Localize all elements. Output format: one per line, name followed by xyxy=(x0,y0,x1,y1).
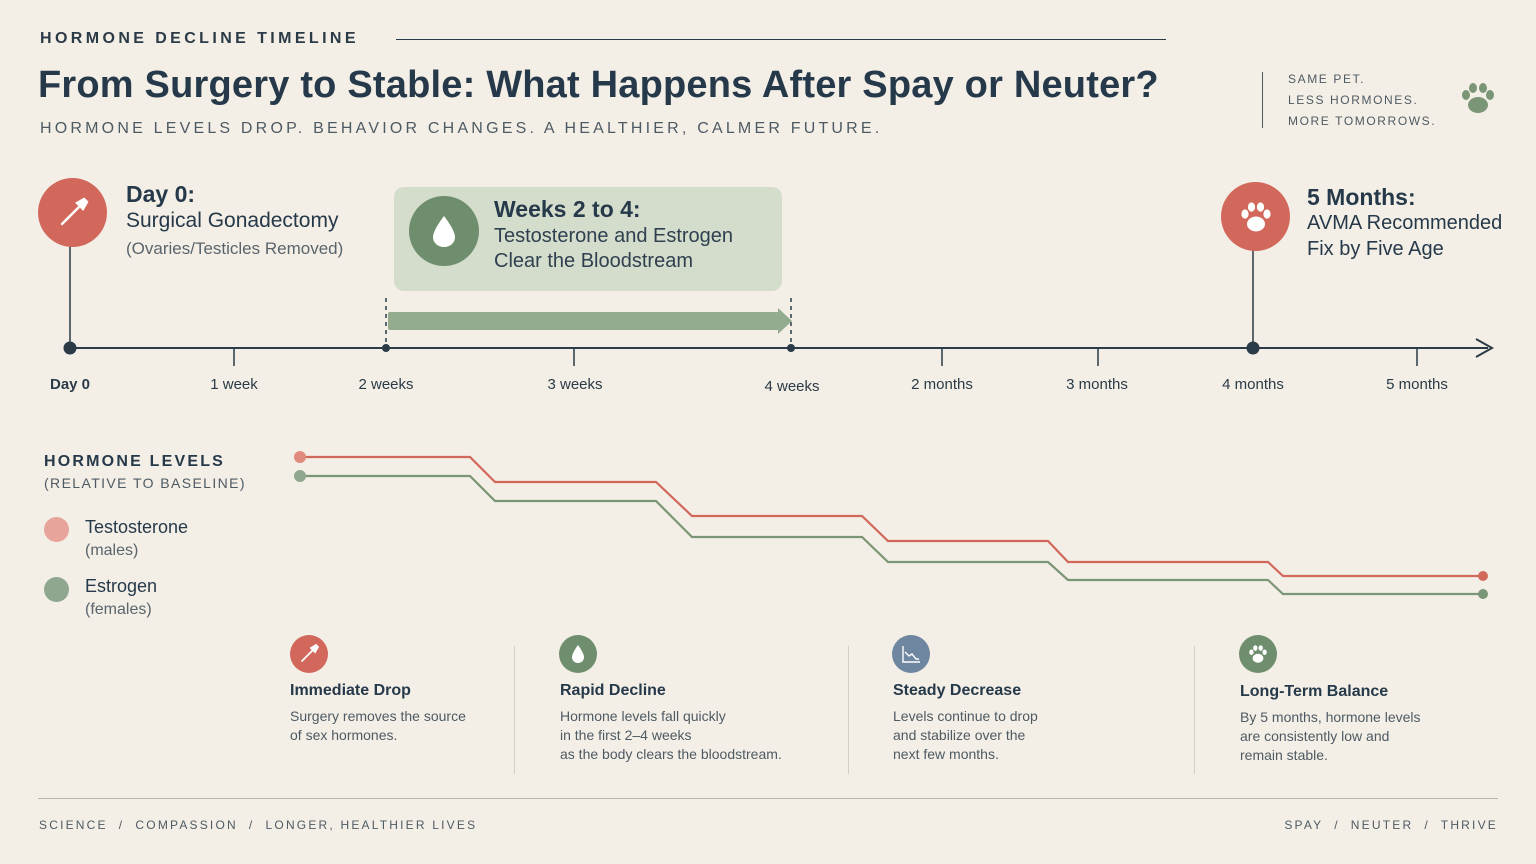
card-rapid-text-1: Hormone levels fall quickly xyxy=(560,708,726,724)
scalpel-icon xyxy=(60,197,88,225)
chart-icon xyxy=(902,646,920,663)
card-rapid-title: Rapid Decline xyxy=(560,682,666,699)
card-divider-3 xyxy=(1194,646,1195,774)
card-immediate-text-2: of sex hormones. xyxy=(290,727,398,743)
milestone-5months-title: 5 Months: xyxy=(1307,184,1416,210)
tagline-line-3: MORE TOMORROWS. xyxy=(1288,114,1437,128)
card-balance-title: Long-Term Balance xyxy=(1240,683,1389,700)
axis-label-1week: 1 week xyxy=(210,376,258,393)
legend-note-testosterone: (males) xyxy=(85,542,139,559)
axis-label-day0: Day 0 xyxy=(49,376,91,393)
card-immediate-text-1: Surgery removes the source xyxy=(290,708,466,724)
hormone-chart xyxy=(294,451,1488,599)
milestone-5months-line-1: AVMA Recommended xyxy=(1307,212,1503,234)
tagline-line-1: SAME PET. xyxy=(1288,72,1366,86)
legend-dot-estrogen xyxy=(44,577,69,602)
legend-name-estrogen: Estrogen xyxy=(85,576,158,596)
card-balance-icon xyxy=(1239,635,1277,673)
axis-label-3weeks: 3 weeks xyxy=(547,376,603,393)
milestone-weeks-line-1: Testosterone and Estrogen xyxy=(494,225,734,247)
scalpel-icon xyxy=(301,643,320,662)
milestone-5months-marker xyxy=(1221,182,1290,251)
series-line-estrogen xyxy=(300,474,1483,596)
card-steady-icon xyxy=(892,635,930,673)
paw-icon xyxy=(1249,645,1267,663)
milestone-day0-title: Day 0: xyxy=(126,181,196,207)
card-rapid-icon xyxy=(559,635,597,673)
milestone-weeks-line-2: Clear the Bloodstream xyxy=(494,250,693,272)
milestone-weeks-marker xyxy=(409,196,479,266)
footer-right: SPAY / NEUTER / THRIVE xyxy=(1284,818,1498,832)
eyebrow-label: HORMONE DECLINE TIMELINE xyxy=(40,30,359,47)
tagline-line-2: LESS HORMONES. xyxy=(1288,93,1419,107)
card-steady-text-1: Levels continue to drop xyxy=(893,708,1038,724)
series-point-estrogen-start xyxy=(294,470,306,482)
paw-icon xyxy=(1462,83,1494,113)
series-point-estrogen-end xyxy=(1478,589,1488,599)
footer-left: SCIENCE / COMPASSION / LONGER, HEALTHIER… xyxy=(39,818,478,832)
droplet-icon xyxy=(433,216,455,247)
milestone-day0-note: (Ovaries/Testicles Removed) xyxy=(126,239,344,258)
card-balance-text-2: are consistently low and xyxy=(1240,728,1390,744)
legend-dot-testosterone xyxy=(44,517,69,542)
card-divider-1 xyxy=(514,646,515,774)
card-rapid-text-3: as the body clears the bloodstream. xyxy=(560,746,782,762)
page-title: From Surgery to Stable: What Happens Aft… xyxy=(38,64,1159,106)
card-immediate-title: Immediate Drop xyxy=(290,682,411,699)
series-point-testosterone-end xyxy=(1478,571,1488,581)
page-subtitle: HORMONE LEVELS DROP. BEHAVIOR CHANGES. A… xyxy=(40,120,883,137)
milestone-day0-subtitle: Surgical Gonadectomy xyxy=(126,209,339,232)
legend-note-estrogen: (females) xyxy=(85,601,152,618)
series-point-testosterone-start xyxy=(294,451,306,463)
milestone-5months-line-2: Fix by Five Age xyxy=(1307,238,1444,260)
tagline-divider xyxy=(1262,72,1263,128)
card-balance-text-3: remain stable. xyxy=(1240,747,1328,763)
card-rapid-text-2: in the first 2–4 weeks xyxy=(560,727,692,743)
footer-divider xyxy=(38,798,1498,799)
card-immediate-icon xyxy=(290,635,328,673)
card-balance-text-1: By 5 months, hormone levels xyxy=(1240,709,1421,725)
card-steady-text-3: next few months. xyxy=(893,746,999,762)
axis-label-2months: 2 months xyxy=(911,376,973,393)
legend-title: HORMONE LEVELS xyxy=(44,453,226,470)
legend-subtitle: (RELATIVE TO BASELINE) xyxy=(44,475,246,491)
axis-label-5months: 5 months xyxy=(1386,376,1448,393)
milestone-weeks-title: Weeks 2 to 4: xyxy=(494,196,641,222)
legend-name-testosterone: Testosterone xyxy=(85,517,189,537)
axis-label-2weeks: 2 weeks xyxy=(358,376,414,393)
milestone-day0-marker xyxy=(38,178,107,247)
axis-label-4weeks: 4 weeks xyxy=(764,378,820,395)
card-steady-text-2: and stabilize over the xyxy=(893,727,1026,743)
card-divider-2 xyxy=(848,646,849,774)
droplet-icon xyxy=(572,645,584,663)
axis-label-3months: 3 months xyxy=(1066,376,1128,393)
card-steady-title: Steady Decrease xyxy=(893,682,1022,699)
eyebrow-divider xyxy=(396,39,1166,40)
paw-icon xyxy=(1240,201,1271,231)
series-line-testosterone xyxy=(300,455,1483,578)
axis-label-4months: 4 months xyxy=(1222,376,1284,393)
